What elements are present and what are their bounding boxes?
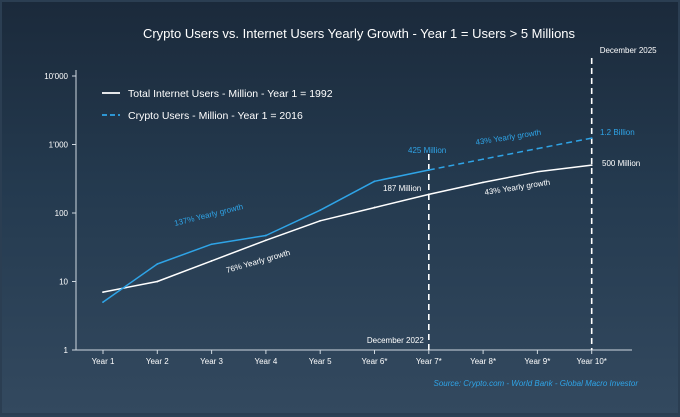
series-line-1 (102, 164, 592, 293)
legend-label: Crypto Users - Million - Year 1 = 2016 (128, 110, 303, 122)
chart-title: Crypto Users vs. Internet Users Yearly G… (143, 26, 576, 41)
series-line-3 (428, 137, 592, 171)
data-point (482, 181, 484, 184)
x-tick-label: Year 4 (254, 357, 277, 366)
annotation-label: 1.2 Billion (600, 128, 635, 137)
data-point (210, 243, 213, 246)
data-point (102, 301, 104, 304)
x-tick-label: Year 5 (309, 357, 332, 366)
data-point (102, 291, 104, 294)
reference-lines: December 2022 December 2025 (367, 46, 657, 350)
legend-label: Total Internet Users - Million - Year 1 … (128, 88, 333, 100)
y-tick-label: 10 (59, 278, 68, 287)
data-point (319, 219, 322, 222)
y-tick-label: 1 (64, 346, 69, 355)
data-point (590, 137, 593, 140)
x-tick-label: Year 9* (524, 357, 550, 366)
annotation-label: 425 Million (408, 146, 446, 155)
data-point (265, 239, 267, 242)
x-tick-label: Year 3 (200, 357, 223, 366)
data-point (156, 263, 159, 265)
data-point (427, 193, 430, 196)
annotation-label: 43% Yearly growth (475, 128, 542, 147)
annotation-label: 137% Yearly growth (173, 202, 244, 228)
x-tick-label: Year 6* (362, 357, 388, 366)
data-point (482, 158, 484, 161)
x-tick-label: Year 2 (146, 357, 169, 366)
x-tick-label: Year 8* (470, 357, 496, 366)
x-tick-label: Year 7* (416, 357, 442, 366)
data-point (319, 209, 322, 212)
legend: Total Internet Users - Million - Year 1 … (102, 88, 333, 122)
x-tick-label: Year 10* (576, 357, 606, 366)
data-point (536, 147, 539, 150)
data-point (156, 280, 159, 283)
annotation-label: 500 Million (602, 159, 640, 168)
data-point (427, 169, 430, 171)
y-tick-label: 1'000 (49, 141, 69, 150)
axes: 1 10 100 1'000 10'000 Year 1 Year 2 Year 3 Year … (44, 70, 632, 366)
y-tick-label: 10'000 (44, 72, 68, 81)
data-point (373, 180, 376, 183)
series-lines (102, 137, 593, 304)
annotation-label: 187 Million (383, 184, 421, 193)
y-tick-label: 100 (55, 209, 69, 218)
data-point (373, 206, 376, 209)
reference-line-label: December 2025 (600, 46, 657, 55)
data-point (536, 170, 539, 173)
source-note: Source: Crypto.com - World Bank - Global… (433, 379, 638, 388)
x-tick-label: Year 1 (92, 357, 115, 366)
data-point (265, 234, 267, 237)
data-point (590, 164, 593, 167)
data-point (210, 259, 213, 262)
reference-line-label: December 2022 (367, 336, 424, 345)
